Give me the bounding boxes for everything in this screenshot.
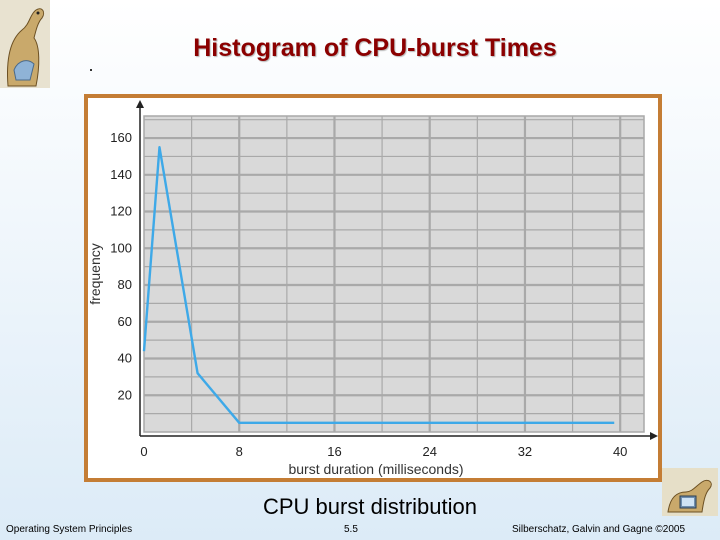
- y-tick-label: 160: [110, 130, 132, 145]
- y-tick-label: 100: [110, 240, 132, 255]
- y-tick-label: 60: [118, 314, 132, 329]
- x-tick-label: 24: [422, 444, 436, 459]
- x-axis-arrow-icon: [650, 432, 658, 440]
- footer-copyright: Silberschatz, Galvin and Gagne ©2005: [512, 524, 686, 535]
- y-axis-label: frequency: [88, 243, 103, 304]
- y-tick-label: 120: [110, 204, 132, 219]
- x-tick-label: 32: [518, 444, 532, 459]
- footer-page-number: 5.5: [344, 524, 358, 535]
- dinosaur-computer-icon: [662, 468, 718, 516]
- plot-border: [143, 115, 645, 433]
- y-axis-arrow-icon: [136, 100, 144, 108]
- x-tick-label: 0: [140, 444, 147, 459]
- plot-background: [144, 116, 644, 432]
- slide-title: Histogram of CPU-burst Times: [193, 34, 557, 62]
- y-tick-label: 80: [118, 277, 132, 292]
- x-axis-label: burst duration (milliseconds): [288, 461, 463, 477]
- x-tick-label: 16: [327, 444, 341, 459]
- y-tick-label: 40: [118, 351, 132, 366]
- y-tick-label: 140: [110, 167, 132, 182]
- cpu-burst-histogram-chart: 20 40 60 80 100 120 140 160 0 8 16 24 32 40 frequency…: [88, 100, 658, 477]
- chart-frame: 20 40 60 80 100 120 140 160 0 8 16 24 32 40 frequency…: [84, 94, 662, 482]
- decorative-dot: [90, 69, 92, 71]
- chart-caption: CPU burst distribution: [263, 494, 477, 519]
- footer-course-name: Operating System Principles: [6, 524, 133, 535]
- frequency-series-line: [142, 146, 615, 425]
- x-tick-label: 40: [613, 444, 627, 459]
- x-tick-label: 8: [236, 444, 243, 459]
- y-tick-label: 20: [118, 387, 132, 402]
- dinosaur-logo-icon: [0, 0, 50, 88]
